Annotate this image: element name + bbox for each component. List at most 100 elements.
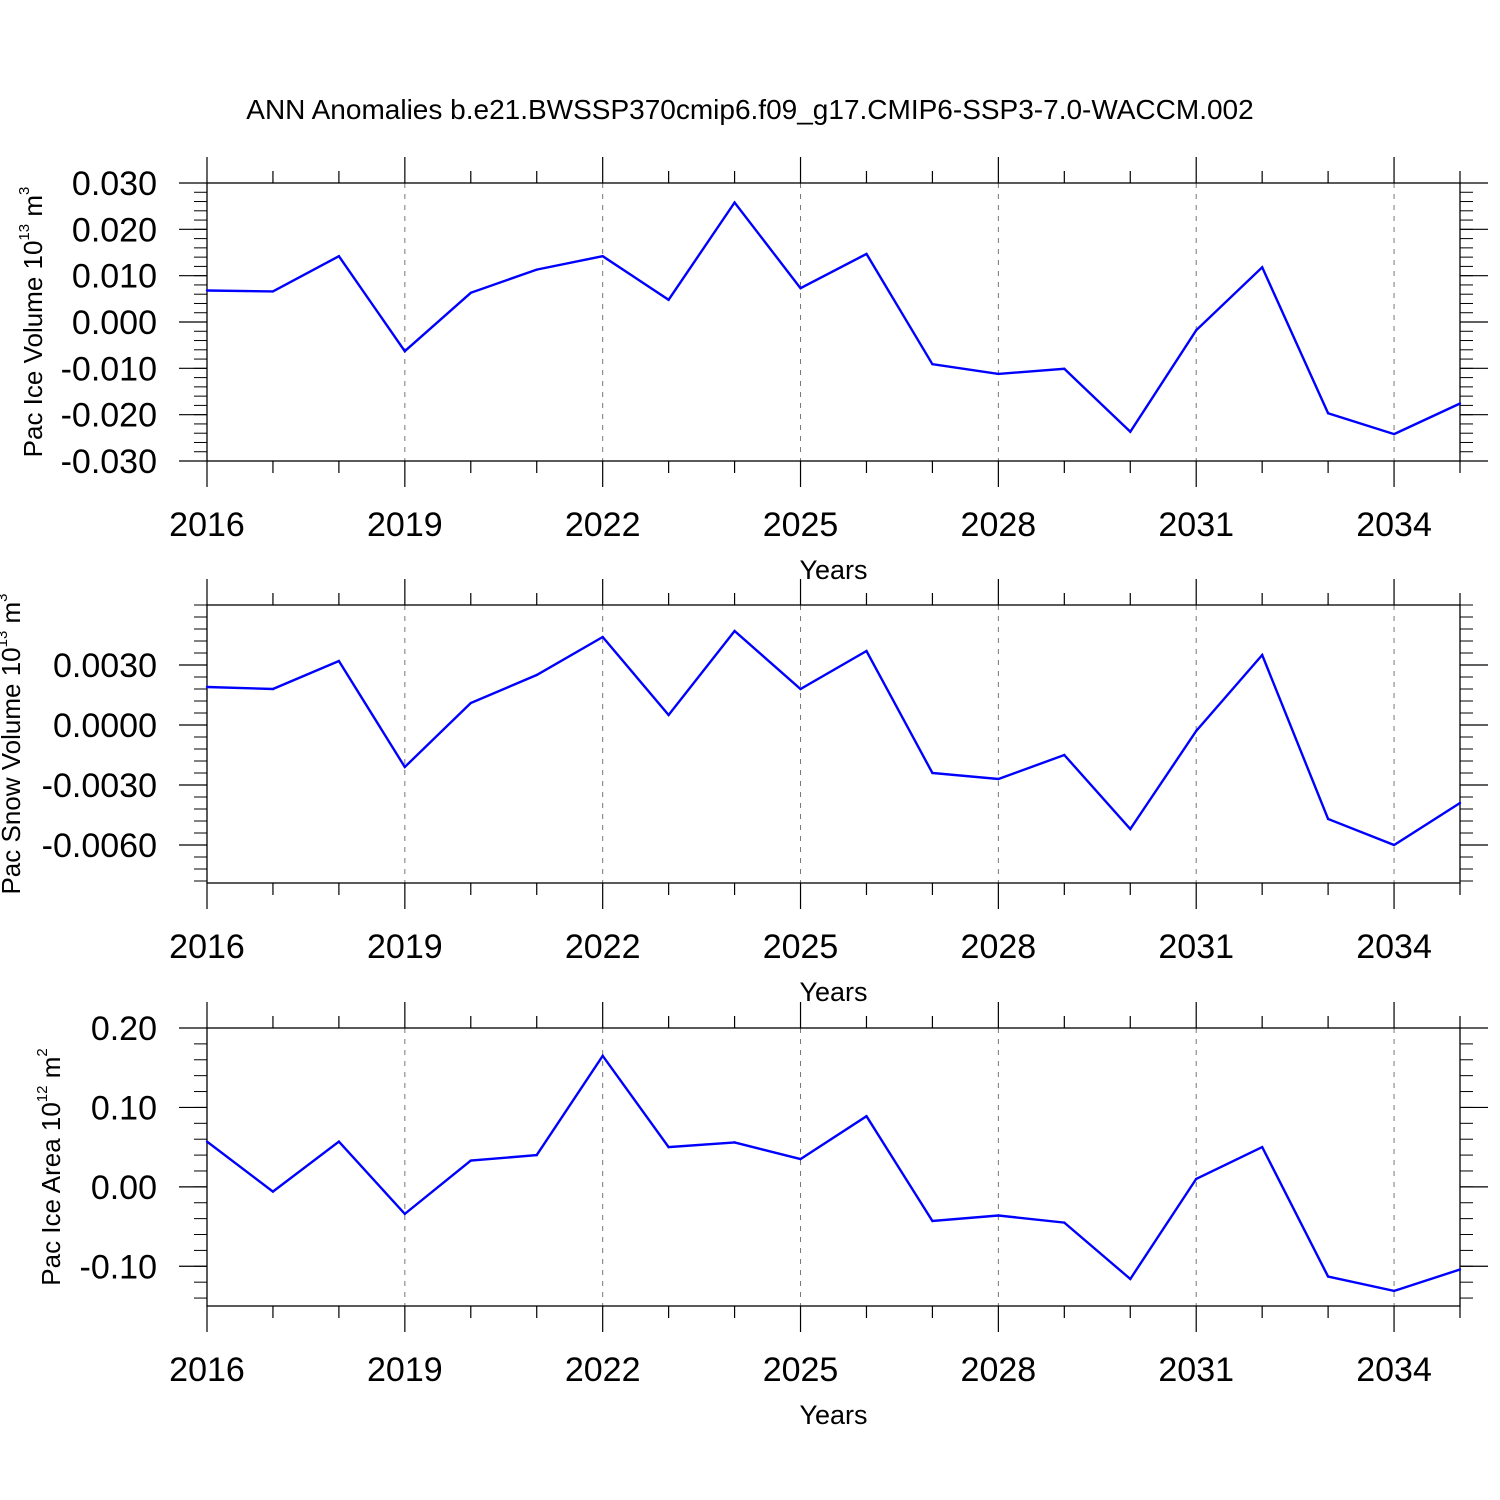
x-tick-label: 2025	[763, 928, 839, 966]
data-point	[535, 673, 538, 677]
data-point	[469, 291, 472, 295]
data-point	[931, 1219, 934, 1223]
x-tick-label: 2034	[1356, 1351, 1432, 1389]
data-point	[337, 659, 341, 663]
x-tick-label: 2025	[763, 1351, 839, 1389]
x-axis-label: Years	[799, 977, 867, 1007]
data-point	[1129, 1277, 1132, 1281]
data-point	[601, 1054, 604, 1058]
x-tick-label: 2019	[367, 1351, 443, 1389]
y-tick-label: 0.010	[72, 258, 157, 296]
data-point	[1129, 430, 1132, 434]
series-line	[206, 200, 1461, 436]
data-point	[997, 777, 1000, 781]
y-tick-label: 0.10	[91, 1089, 157, 1127]
data-point	[799, 687, 802, 691]
data-point	[535, 1153, 538, 1157]
x-tick-label: 2028	[961, 928, 1037, 966]
y-tick-label: -0.020	[61, 397, 157, 435]
y-tick-label: 0.20	[91, 1010, 157, 1048]
x-tick-label: 2025	[763, 506, 839, 544]
data-point	[1195, 1177, 1198, 1181]
y-tick-label: 0.030	[72, 165, 157, 203]
data-point	[601, 255, 604, 258]
data-point	[1458, 402, 1462, 405]
series-line	[206, 1053, 1461, 1293]
data-point	[271, 1190, 275, 1193]
data-point	[667, 1145, 670, 1149]
x-tick-label: 2022	[565, 928, 641, 966]
x-tick-label: 2028	[961, 506, 1037, 544]
data-point	[205, 1140, 209, 1143]
data-point	[271, 687, 275, 691]
data-point	[1326, 817, 1330, 821]
panel-3: 2016 2019 2022 2025 2028 2031 2034 Years 0.20 0.1…	[34, 1002, 1488, 1430]
data-point	[1458, 1268, 1462, 1271]
x-tick-label: 2016	[169, 1351, 245, 1389]
y-tick-label: -0.030	[61, 443, 157, 481]
data-point	[865, 649, 868, 653]
data-point	[1260, 266, 1264, 269]
data-point	[1326, 412, 1330, 415]
plot-frame	[206, 604, 1461, 884]
x-tick-label: 2016	[169, 506, 245, 544]
y-tick-label: -0.10	[80, 1248, 158, 1286]
y-axis-label: Pac Ice Area 1012 m2	[34, 1048, 66, 1285]
x-tick-label: 2022	[565, 506, 641, 544]
data-point	[1063, 753, 1066, 757]
data-point	[1129, 827, 1132, 831]
y-axis-label: Pac Snow Volume 1013 m3	[0, 593, 26, 894]
plot-frame	[206, 1027, 1461, 1307]
data-point	[733, 1141, 736, 1144]
data-point	[601, 635, 604, 639]
data-point	[469, 1159, 472, 1162]
y-tick-label: 0.000	[72, 304, 157, 342]
data-point	[1326, 1275, 1330, 1278]
data-point	[469, 701, 472, 705]
data-point	[205, 685, 209, 689]
data-point	[997, 372, 1000, 376]
data-point	[667, 713, 670, 717]
data-point	[733, 629, 736, 633]
y-tick-label: 0.020	[72, 211, 157, 249]
data-point	[1195, 329, 1198, 332]
y-tick-label: -0.010	[61, 350, 157, 388]
data-point	[271, 290, 275, 293]
series-line	[206, 629, 1461, 847]
figure-title: ANN Anomalies b.e21.BWSSP370cmip6.f09_g1…	[246, 94, 1253, 125]
x-axis-label: Years	[799, 555, 867, 585]
data-point	[535, 268, 538, 271]
x-tick-label: 2034	[1356, 506, 1432, 544]
data-point	[1458, 801, 1462, 805]
x-tick-label: 2019	[367, 506, 443, 544]
data-point	[205, 289, 209, 292]
y-tick-label: 0.0000	[53, 707, 157, 745]
x-tick-label: 2028	[961, 1351, 1037, 1389]
y-tick-label: 0.00	[91, 1169, 157, 1207]
x-axis-label: Years	[799, 1400, 867, 1430]
data-point	[1063, 1221, 1066, 1224]
data-point	[1195, 729, 1198, 733]
data-point	[1392, 1289, 1396, 1293]
panel-2: 2016 2019 2022 2025 2028 2031 2034 Years 0.0030 0…	[0, 579, 1488, 1007]
data-point	[1392, 843, 1396, 847]
data-point	[403, 1212, 407, 1216]
data-point	[337, 255, 341, 258]
x-tick-label: 2031	[1158, 506, 1234, 544]
y-tick-label: 0.0030	[53, 647, 157, 685]
data-point	[403, 765, 407, 769]
y-tick-label: -0.0060	[42, 827, 157, 865]
data-point	[1392, 432, 1396, 436]
panel-1: 2016 2019 2022 2025 2028 2031 2034 Years 0.030 0.…	[16, 157, 1488, 585]
data-point	[931, 771, 934, 775]
data-point	[997, 1214, 1000, 1217]
x-tick-label: 2031	[1158, 928, 1234, 966]
data-point	[403, 349, 407, 353]
data-point	[931, 362, 934, 366]
data-point	[799, 286, 802, 290]
data-point	[865, 252, 868, 256]
x-tick-label: 2022	[565, 1351, 641, 1389]
plot-frame	[206, 182, 1461, 462]
data-point	[733, 201, 736, 204]
